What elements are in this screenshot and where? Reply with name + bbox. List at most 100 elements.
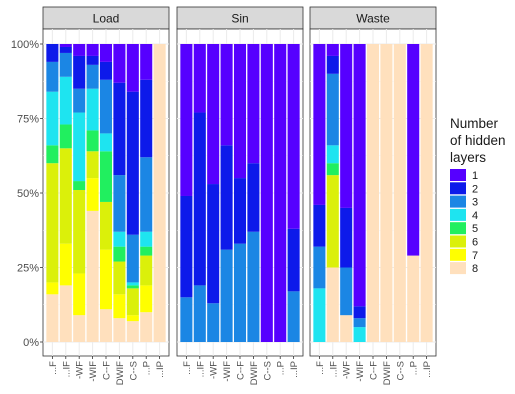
bar-segment [140,79,153,158]
legend-label: 1 [472,170,478,182]
legend-label: 4 [472,210,478,222]
bar-segment [340,207,353,268]
bar-segment [46,163,59,283]
bar-segment [140,44,153,80]
legend-swatch [450,182,466,195]
bar-segment [59,46,72,53]
bar-segment [353,44,366,307]
bar-segment [326,44,339,56]
bar-segment [46,91,59,146]
bar-segment [113,246,126,262]
x-tick-label: C--S [395,361,406,381]
legend-swatch [450,248,466,261]
bar-segment [420,44,433,342]
x-tick-label: C--S [262,361,273,381]
bar-segment [126,282,139,286]
bar-segment [340,267,353,316]
bar-segment [126,234,139,283]
bar-segment [207,303,220,342]
x-tick-label: -WF [75,361,86,379]
bar-segment [126,285,139,289]
facet-strip-title: Waste [356,11,390,25]
bar-segment [99,201,113,250]
bar-segment [407,44,420,256]
bar-segment [126,91,139,235]
x-tick-label: C--F [369,361,380,380]
bar-segment [193,44,206,113]
bar-segment [46,294,59,342]
legend-swatch [450,235,466,248]
bar-segment [193,112,206,286]
bar-segment [340,315,353,342]
bar-segment [73,273,86,316]
x-tick-label: ...F [182,361,193,375]
x-tick-label: ...IP [422,361,433,378]
bar-segment [126,288,139,316]
bar-segment [260,44,273,342]
bar-segment [313,246,326,289]
bar-segment [140,255,153,286]
legend-title: Number [450,116,499,131]
bar-segment [73,44,86,56]
x-tick-label: ...IP [289,361,300,378]
bar-segment [326,163,339,176]
bar-segment [113,231,126,247]
bar-segment [220,249,233,342]
bar-segment [59,285,72,342]
legend-swatch [450,222,466,235]
bar-segment [313,288,326,342]
bar-segment [326,73,339,146]
bar-segment [326,145,339,164]
bar-segment [140,285,153,313]
bar-segment [233,243,247,342]
bar-segment [46,44,59,62]
bar-segment [86,130,99,152]
bar-segment [73,112,86,182]
bar-segment [140,231,153,247]
legend-swatch [450,169,466,181]
x-tick-label: -WIF [222,361,233,382]
x-tick-label: ...F [315,361,326,375]
x-tick-label: C--F [102,361,113,380]
bar-segment [140,157,153,232]
legend-label: 7 [472,250,478,262]
bar-segment [126,321,139,342]
bar-segment [207,44,220,185]
legend-swatch [450,195,466,208]
bar-segment [113,318,126,342]
bar-segment [46,61,59,92]
bar-segment [86,64,99,89]
x-tick-label: ...P [409,361,420,375]
bar-segment [73,55,86,89]
x-tick-label: -WIF [88,361,99,382]
x-tick-label: ...P [142,361,153,375]
legend-title: of hidden [450,133,506,148]
bar-segment [59,52,72,77]
bar-segment [73,315,86,342]
bar-segment [99,44,113,62]
bar-segment [326,55,339,74]
bar-segment [126,315,139,322]
bar-segment [353,306,366,319]
bar-segment [313,44,326,205]
y-tick-label: 75% [17,113,39,125]
bar-segment [99,133,113,152]
legend-label: 3 [472,197,478,209]
bar-segment [126,44,139,92]
bar-segment [59,44,72,47]
y-tick-label: 50% [17,188,39,200]
bar-segment [180,297,193,342]
legend-label: 6 [472,237,478,249]
x-tick-label: ...IF [195,361,206,378]
bar-segment [140,246,153,256]
bar-segment [193,285,206,342]
bar-segment [326,175,339,268]
x-tick-label: ...F [48,361,59,375]
bar-segment [59,243,72,286]
bar-segment [220,44,233,146]
bar-segment [99,309,113,342]
bar-segment [407,255,420,342]
x-tick-label: C--F [236,361,247,380]
legend-label: 8 [472,263,478,275]
